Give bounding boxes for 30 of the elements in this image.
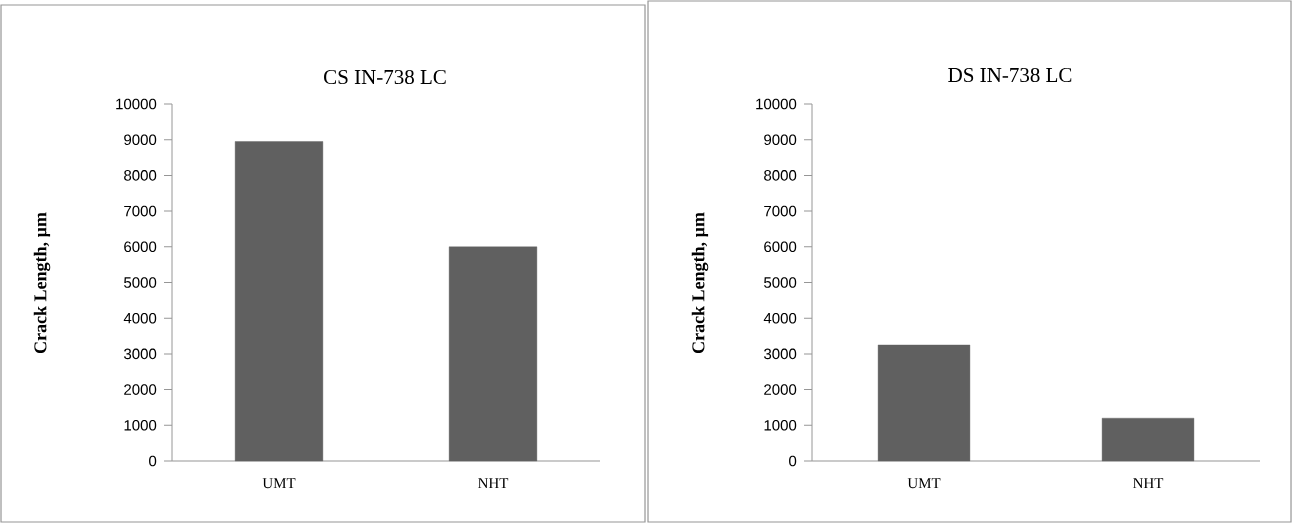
x-tick-label: NHT: [1133, 478, 1164, 489]
y-tick-label: 7000: [124, 205, 157, 217]
y-tick-label: 3000: [124, 348, 157, 360]
y-tick-label: 1000: [124, 419, 157, 431]
y-tick-label: 1000: [764, 419, 797, 431]
y-tick-label: 6000: [124, 241, 157, 253]
y-tick-label: 9000: [124, 134, 157, 145]
x-tick-label: UMT: [907, 478, 941, 489]
y-tick-label: 2000: [124, 384, 157, 395]
y-tick-label: 4000: [763, 312, 797, 324]
y-tick-label: 10000: [756, 98, 797, 110]
y-tick-label: 4000: [123, 312, 157, 324]
y-tick-label: 0: [789, 455, 797, 467]
chart-title: CS IN-738 LC: [324, 69, 446, 85]
y-tick-label: 5000: [764, 277, 797, 288]
y-tick-label: 5000: [124, 277, 157, 288]
y-tick-label: 6000: [764, 241, 797, 253]
y-tick-label: 3000: [764, 348, 797, 360]
y-tick-label: 10000: [116, 98, 157, 110]
chart-title: DS IN-738 LC: [948, 67, 1072, 83]
y-tick-label: 8000: [124, 170, 157, 181]
y-tick-label: 9000: [764, 134, 797, 145]
y-tick-label: 8000: [764, 170, 797, 181]
y-axis-title: Crack Length, µm: [691, 212, 709, 354]
x-tick-label: NHT: [478, 478, 509, 489]
y-tick-label: 7000: [764, 205, 797, 217]
y-tick-label: 0: [149, 455, 157, 467]
y-axis-title: Crack Length, µm: [33, 212, 51, 354]
x-tick-label: UMT: [262, 478, 296, 489]
y-tick-label: 2000: [764, 384, 797, 395]
